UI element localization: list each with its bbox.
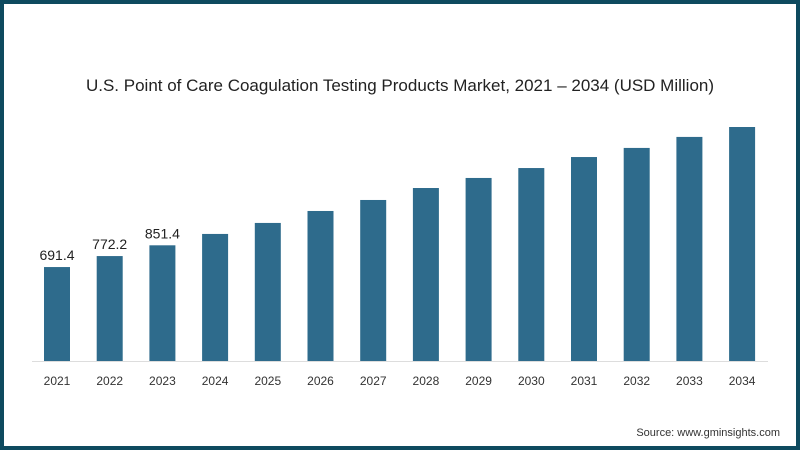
- bar-2026: [307, 210, 334, 361]
- chart-title: U.S. Point of Care Coagulation Testing P…: [85, 76, 715, 95]
- x-tick-label: 2021: [44, 374, 71, 388]
- bar-2030: [518, 168, 545, 361]
- bar-2028: [412, 188, 439, 361]
- bar-2022: [96, 256, 123, 361]
- x-tick-label: 2025: [254, 374, 281, 388]
- source-note: Source: www.gminsights.com: [636, 427, 780, 439]
- bar-2031: [571, 157, 597, 361]
- x-tick-label: 2034: [729, 374, 756, 388]
- x-tick-label: 2027: [360, 374, 387, 388]
- bar-2024: [202, 233, 229, 361]
- x-tick-label: 2033: [676, 374, 703, 388]
- x-tick-label: 2029: [465, 374, 492, 388]
- x-tick-label: 2032: [623, 374, 650, 388]
- data-label: 772.2: [92, 236, 127, 252]
- x-tick-label: 2028: [413, 374, 440, 388]
- data-label: 851.4: [145, 225, 180, 241]
- x-tick-label: 2030: [518, 374, 545, 388]
- x-tick-label: 2023: [149, 374, 176, 388]
- x-tick-label: 2031: [571, 374, 598, 388]
- x-tick-label: 2022: [96, 374, 123, 388]
- bar-2032: [623, 147, 650, 361]
- bar-2027: [360, 199, 387, 361]
- bar-2023: [149, 245, 176, 361]
- bar-2025: [254, 222, 281, 361]
- bar-2029: [465, 177, 492, 361]
- bar-2021: [44, 267, 70, 361]
- bar-2033: [676, 136, 703, 361]
- bar-2034: [729, 127, 756, 361]
- x-tick-label: 2026: [307, 374, 334, 388]
- x-tick-label: 2024: [202, 374, 229, 388]
- data-label: 691.4: [39, 247, 74, 263]
